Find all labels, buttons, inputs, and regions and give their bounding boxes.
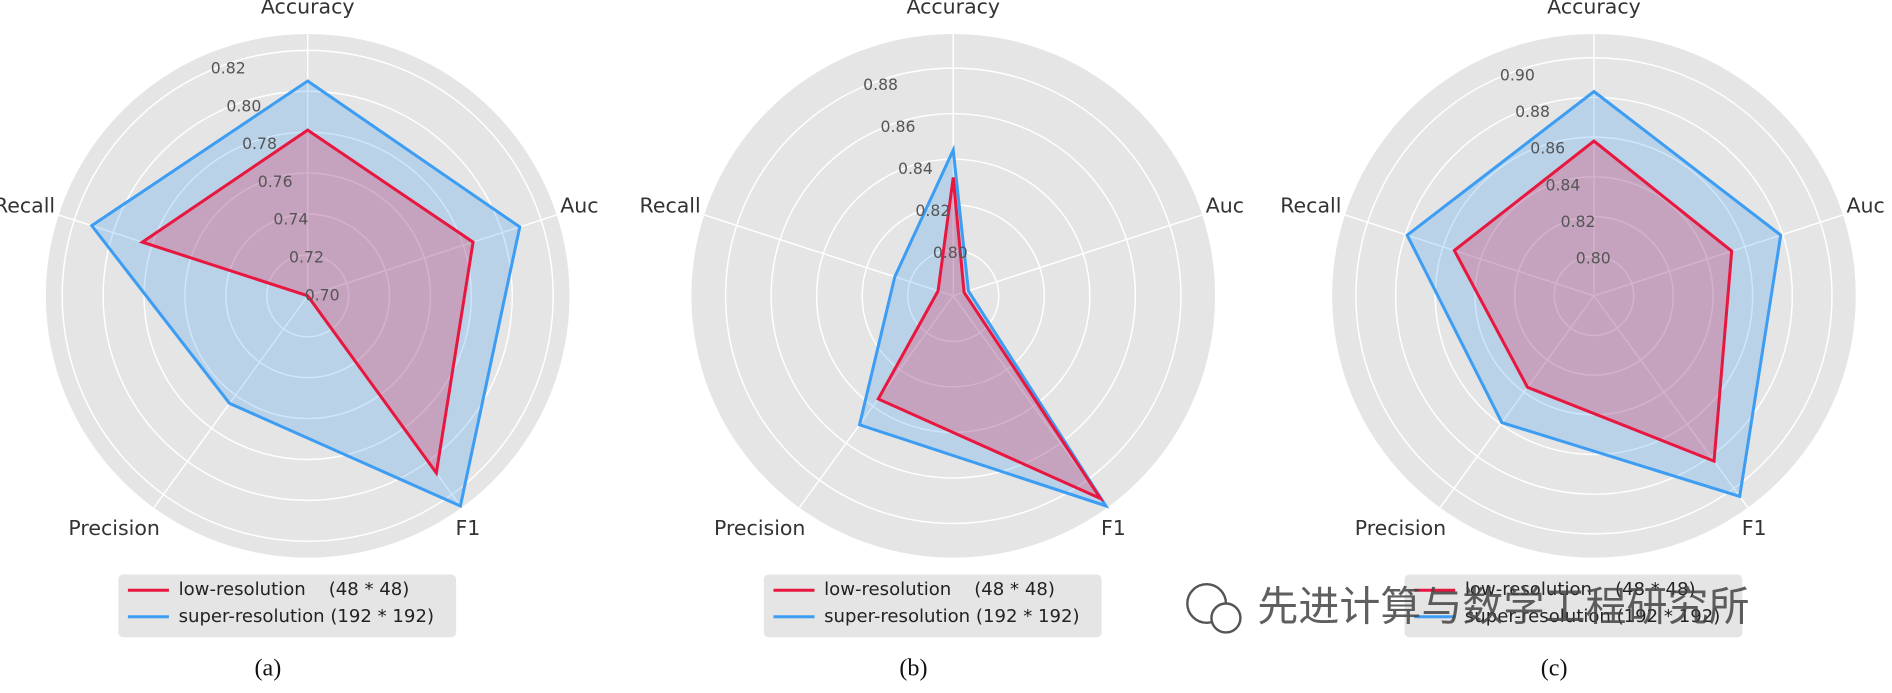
series-area: [138, 128, 475, 477]
r-tick-label: 0.82: [1561, 212, 1596, 231]
r-tick-label: 0.86: [1530, 139, 1565, 158]
r-tick-label: 0.80: [933, 243, 968, 262]
spoke: [153, 295, 309, 509]
r-tick-label: 0.84: [898, 159, 933, 178]
series-area: [1452, 139, 1734, 464]
category-label: F1: [1742, 516, 1767, 540]
category-label: Recall: [0, 194, 55, 218]
spoke: [1439, 295, 1595, 509]
r-tick-label: 0.80: [226, 96, 261, 115]
r-tick-label: 0.86: [881, 117, 916, 136]
series-area: [876, 177, 1105, 502]
category-label: Recall: [1280, 194, 1341, 218]
r-tick-label: 0.82: [211, 59, 246, 78]
caption: (b): [899, 654, 927, 681]
legend-box: [1404, 574, 1743, 638]
spoke: [703, 214, 954, 297]
r-tick-label: 0.74: [273, 210, 308, 229]
category-label: Recall: [640, 194, 701, 218]
spoke: [953, 214, 1203, 297]
watermark: 先进计算与数学工程研究所: [1257, 583, 1749, 631]
legend-box: [763, 574, 1102, 638]
r-tick-label: 0.90: [1500, 65, 1535, 84]
category-label: Auc: [560, 194, 598, 218]
spoke: [1593, 214, 1844, 297]
charts: 0.70 0.72 0.74 0.76 0.78 0.80 0.82 Accuracy Auc F…: [0, 0, 1885, 681]
watermark-icon: [1210, 602, 1242, 634]
category-label: Precision: [714, 516, 805, 540]
r-tick-label: 0.78: [242, 134, 277, 153]
category-label: Precision: [1355, 516, 1446, 540]
r-tick-label: 0.82: [915, 201, 950, 220]
r-tick-label: 0.88: [1515, 102, 1550, 121]
legend-label: low-resolution (48 * 48): [179, 579, 410, 600]
caption: (c): [1541, 654, 1568, 681]
spoke: [1593, 295, 1749, 509]
series-area: [1405, 89, 1783, 499]
legend-label: low-resolution (48 * 48): [1465, 579, 1696, 600]
r-tick-label: 0.84: [1545, 175, 1580, 194]
category-label: Accuracy: [261, 0, 355, 18]
category-label: Accuracy: [906, 0, 1000, 18]
legend-box: [118, 574, 457, 638]
category-label: Accuracy: [1547, 0, 1641, 18]
spoke: [307, 214, 557, 297]
category-label: F1: [1101, 516, 1126, 540]
r-tick-label: 0.72: [289, 248, 324, 267]
caption: (a): [254, 654, 281, 681]
legend-label: super-resolution (192 * 192): [824, 606, 1079, 627]
r-tick-label: 0.88: [863, 75, 898, 94]
series-area: [89, 79, 522, 509]
r-tick-label: 0.80: [1576, 249, 1611, 268]
category-label: Auc: [1847, 194, 1885, 218]
category-label: Auc: [1206, 194, 1244, 218]
category-label: F1: [455, 516, 480, 540]
legend-label: super-resolution (192 * 192): [1465, 606, 1720, 627]
r-tick-label: 0.76: [258, 172, 293, 191]
spoke: [798, 295, 954, 509]
legend-label: low-resolution (48 * 48): [824, 579, 1055, 600]
category-label: Precision: [68, 516, 159, 540]
r-tick-label: 0.70: [305, 285, 340, 304]
legend-label: super-resolution (192 * 192): [179, 606, 434, 627]
spoke: [1344, 214, 1595, 297]
watermark-group: 先进计算与数学工程研究所: [1186, 583, 1749, 634]
